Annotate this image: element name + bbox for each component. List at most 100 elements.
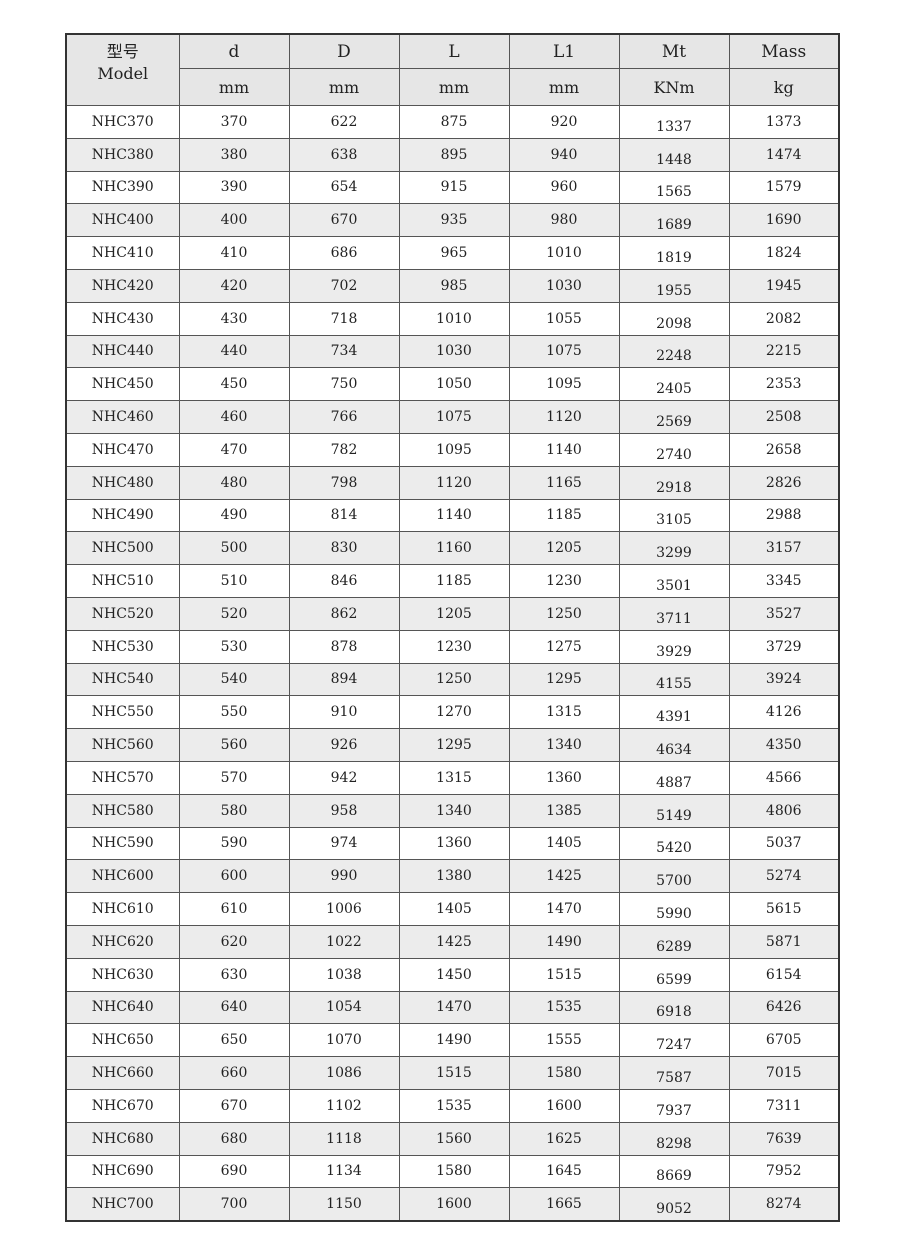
cell-l1: 1055 xyxy=(508,301,620,336)
table-row: NHC670 670 1102 1535 1600 7937 7311 xyxy=(65,1088,840,1123)
cell-l1: 1600 xyxy=(508,1088,620,1123)
cell-mt-value: 2918 xyxy=(656,479,692,496)
cell-l1: 1665 xyxy=(508,1187,620,1222)
cell-model: NHC610 xyxy=(65,892,180,926)
cell-l: 1405 xyxy=(398,892,510,926)
cell-d: 878 xyxy=(288,629,400,664)
table-row: NHC580 580 958 1340 1385 5149 4806 xyxy=(65,793,840,828)
cell-d: 702 xyxy=(288,268,400,303)
cell-l: 1205 xyxy=(398,596,510,631)
cell-mt: 9052 xyxy=(618,1187,730,1222)
cell-d: 974 xyxy=(288,826,400,861)
cell-model: NHC460 xyxy=(65,400,180,434)
column-header-mass: Mass xyxy=(728,33,840,69)
cell-mt: 2569 xyxy=(618,400,730,434)
cell-model: NHC620 xyxy=(65,924,180,959)
cell-mt-value: 1337 xyxy=(656,118,692,135)
cell-d: 510 xyxy=(178,564,290,598)
cell-l1: 1075 xyxy=(508,334,620,369)
cell-d: 440 xyxy=(178,334,290,369)
cell-model: NHC420 xyxy=(65,268,180,303)
cell-l: 1270 xyxy=(398,695,510,730)
cell-d: 660 xyxy=(178,1056,290,1090)
cell-l: 1425 xyxy=(398,924,510,959)
cell-d: 370 xyxy=(178,105,290,139)
cell-model: NHC530 xyxy=(65,629,180,664)
cell-mt: 5420 xyxy=(618,826,730,861)
cell-d: 1038 xyxy=(288,957,400,992)
cell-l1: 1470 xyxy=(508,892,620,926)
cell-model: NHC430 xyxy=(65,301,180,336)
cell-model: NHC540 xyxy=(65,662,180,697)
cell-d: 470 xyxy=(178,432,290,467)
cell-d: 700 xyxy=(178,1187,290,1222)
cell-d: 520 xyxy=(178,596,290,631)
cell-model: NHC700 xyxy=(65,1187,180,1222)
cell-l1: 1405 xyxy=(508,826,620,861)
cell-d: 622 xyxy=(288,105,400,139)
cell-l: 1450 xyxy=(398,957,510,992)
cell-model: NHC390 xyxy=(65,170,180,205)
cell-mt-value: 8669 xyxy=(656,1168,692,1185)
cell-mt: 4155 xyxy=(618,662,730,697)
cell-mt: 3929 xyxy=(618,629,730,664)
cell-l1: 1165 xyxy=(508,465,620,500)
cell-l: 1360 xyxy=(398,826,510,861)
cell-d: 570 xyxy=(178,760,290,795)
cell-mass: 3729 xyxy=(728,629,840,664)
cell-d: 1086 xyxy=(288,1056,400,1090)
cell-mass: 1579 xyxy=(728,170,840,205)
cell-mt-value: 5149 xyxy=(656,807,692,824)
table-row: NHC550 550 910 1270 1315 4391 4126 xyxy=(65,695,840,730)
cell-model: NHC380 xyxy=(65,137,180,172)
table-row: NHC660 660 1086 1515 1580 7587 7015 xyxy=(65,1056,840,1090)
cell-l1: 1010 xyxy=(508,236,620,270)
cell-mt-value: 3711 xyxy=(656,610,692,627)
table-row: NHC380 380 638 895 940 1448 1474 xyxy=(65,137,840,172)
column-header-mt: Mt xyxy=(618,33,730,69)
cell-d: 500 xyxy=(178,531,290,566)
cell-mt: 5700 xyxy=(618,859,730,894)
cell-mt: 1337 xyxy=(618,105,730,139)
cell-mt-value: 3501 xyxy=(656,578,692,595)
cell-l: 1160 xyxy=(398,531,510,566)
cell-mt-value: 2248 xyxy=(656,348,692,365)
cell-d: 1054 xyxy=(288,990,400,1025)
cell-mt: 7587 xyxy=(618,1056,730,1090)
cell-mt-value: 8298 xyxy=(656,1135,692,1152)
cell-d: 670 xyxy=(178,1088,290,1123)
table-row: NHC450 450 750 1050 1095 2405 2353 xyxy=(65,367,840,402)
cell-mass: 6154 xyxy=(728,957,840,992)
cell-d: 560 xyxy=(178,728,290,762)
cell-d: 610 xyxy=(178,892,290,926)
cell-l: 1050 xyxy=(398,367,510,402)
cell-l1: 960 xyxy=(508,170,620,205)
cell-l: 985 xyxy=(398,268,510,303)
cell-mass: 4126 xyxy=(728,695,840,730)
cell-mt: 6599 xyxy=(618,957,730,992)
cell-d: 620 xyxy=(178,924,290,959)
cell-d: 490 xyxy=(178,498,290,533)
cell-d: 782 xyxy=(288,432,400,467)
cell-mass: 1474 xyxy=(728,137,840,172)
cell-d: 958 xyxy=(288,793,400,828)
cell-d: 990 xyxy=(288,859,400,894)
cell-d: 600 xyxy=(178,859,290,894)
table-row: NHC590 590 974 1360 1405 5420 5037 xyxy=(65,826,840,861)
cell-d: 480 xyxy=(178,465,290,500)
cell-d: 942 xyxy=(288,760,400,795)
cell-model: NHC690 xyxy=(65,1154,180,1189)
cell-mt-value: 9052 xyxy=(656,1201,692,1218)
cell-l1: 1490 xyxy=(508,924,620,959)
cell-model: NHC400 xyxy=(65,203,180,238)
cell-model: NHC640 xyxy=(65,990,180,1025)
cell-mass: 8274 xyxy=(728,1187,840,1222)
cell-l1: 1645 xyxy=(508,1154,620,1189)
cell-mt: 6918 xyxy=(618,990,730,1025)
cell-l1: 1185 xyxy=(508,498,620,533)
table-row: NHC440 440 734 1030 1075 2248 2215 xyxy=(65,334,840,369)
cell-model: NHC560 xyxy=(65,728,180,762)
cell-model: NHC630 xyxy=(65,957,180,992)
cell-d: 1006 xyxy=(288,892,400,926)
column-unit-mass: kg xyxy=(728,68,840,106)
